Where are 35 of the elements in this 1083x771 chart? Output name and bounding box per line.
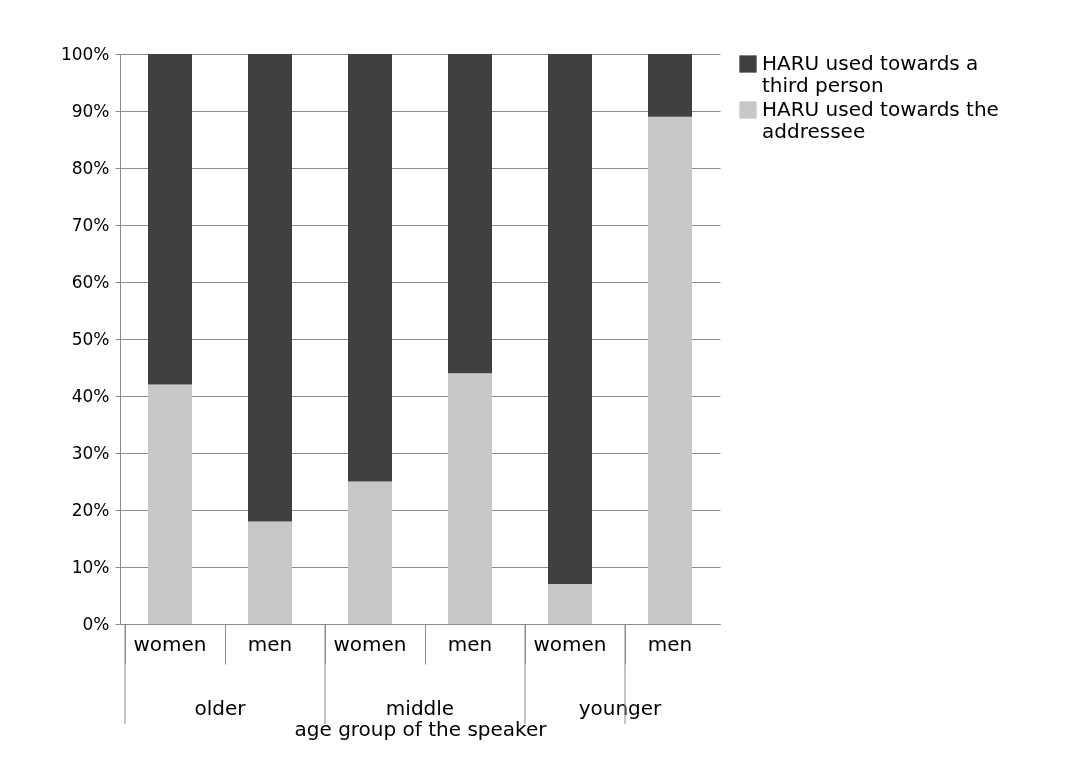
bar [648, 54, 692, 117]
y-tick-label: 90% [71, 100, 110, 121]
y-tick-label: 50% [71, 328, 110, 349]
y-tick-label: 20% [71, 499, 110, 520]
y-tick-label: 40% [71, 385, 110, 406]
bar [248, 521, 292, 624]
y-tick-label: 80% [71, 157, 110, 178]
y-tick-label: 70% [71, 214, 110, 235]
x-axis-title: age group of the speaker [294, 717, 548, 741]
y-tick-label: 0% [82, 613, 110, 634]
x-tick-label: men [247, 631, 293, 656]
y-tick-label: 10% [71, 556, 110, 577]
bar [548, 54, 592, 585]
text: middle [385, 696, 455, 720]
x-tick-label: men [447, 631, 493, 656]
y-tick-label: 30% [71, 442, 110, 463]
text: older [194, 696, 247, 720]
bar [448, 54, 492, 374]
x-tick-label: women [133, 631, 207, 656]
bar [348, 481, 392, 624]
bar [648, 116, 692, 624]
bar [448, 373, 492, 624]
legend-label: HARU used towards a third person [762, 51, 979, 97]
bar [248, 54, 292, 522]
x-tick-label: women [333, 631, 407, 656]
x-tick-label: men [647, 631, 693, 656]
bar [148, 54, 192, 385]
y-tick-label: 60% [71, 271, 110, 292]
legend-label: HARU used towards the addressee [762, 97, 999, 143]
text: younger [578, 696, 663, 720]
bar [348, 54, 392, 482]
bar [148, 384, 192, 624]
x-tick-label: women [533, 631, 607, 656]
bar [548, 584, 592, 624]
y-tick-label: 100% [60, 43, 110, 64]
